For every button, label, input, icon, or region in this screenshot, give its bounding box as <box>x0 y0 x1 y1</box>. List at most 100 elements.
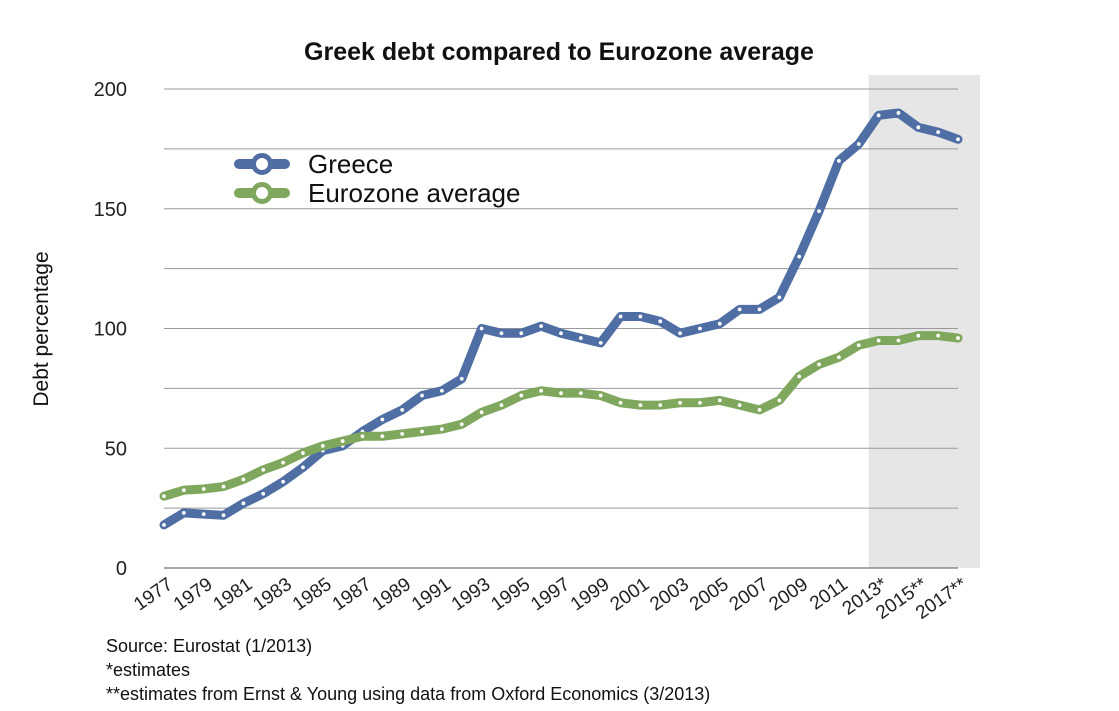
x-tick-label: 2009 <box>765 574 812 615</box>
data-point-greece <box>380 417 385 422</box>
x-tick-label: 2001 <box>607 574 654 615</box>
data-point-greece <box>797 254 802 259</box>
estimates-note: *estimates <box>106 660 191 680</box>
x-tick-label: 1999 <box>567 574 614 615</box>
data-point-eurozone <box>459 422 464 427</box>
data-point-eurozone <box>400 431 405 436</box>
x-tick-label: 2003 <box>646 574 693 615</box>
x-tick-label: 1983 <box>249 574 296 615</box>
y-tick-label: 100 <box>94 319 127 341</box>
x-tick-label: 2005 <box>686 574 733 615</box>
x-tick-label: 1989 <box>368 574 415 615</box>
data-point-greece <box>459 376 464 381</box>
data-point-eurozone <box>320 443 325 448</box>
data-point-greece <box>956 137 960 142</box>
data-point-greece <box>658 319 663 324</box>
data-point-greece <box>618 314 623 319</box>
data-point-eurozone <box>737 403 742 408</box>
y-tick-label: 200 <box>94 79 127 101</box>
data-point-greece <box>837 158 841 163</box>
data-point-greece <box>201 512 206 517</box>
x-tick-label: 1985 <box>289 574 336 615</box>
data-point-eurozone <box>896 338 901 343</box>
x-tick-label: 1993 <box>448 574 495 615</box>
data-point-greece <box>281 479 285 484</box>
data-point-greece <box>440 388 444 393</box>
y-tick-label: 50 <box>105 438 127 460</box>
data-point-eurozone <box>578 391 583 396</box>
chart-notes: Source: Eurostat (1/2013) *estimates **e… <box>106 634 710 706</box>
data-point-greece <box>856 142 861 146</box>
legend-greece-marker <box>251 153 273 175</box>
legend-item-eurozone: Eurozone average <box>234 178 520 208</box>
data-point-eurozone <box>440 427 444 431</box>
data-point-eurozone <box>479 410 484 415</box>
data-point-greece <box>876 113 881 118</box>
data-point-eurozone <box>301 451 305 455</box>
data-point-eurozone <box>221 484 226 489</box>
source-note: Source: Eurostat (1/2013) <box>106 636 313 656</box>
data-point-eurozone <box>717 398 722 403</box>
debt-chart: 0 50 100 150 200 197719791981198319851987198… <box>30 38 980 624</box>
data-point-eurozone <box>698 400 702 405</box>
chart-title: Greek debt compared to Eurozone average <box>304 38 814 66</box>
data-point-greece <box>559 331 563 336</box>
data-point-eurozone <box>916 333 921 338</box>
x-tick-label: 1977 <box>130 574 177 615</box>
data-point-greece <box>519 331 524 336</box>
x-tick-label: 1991 <box>408 574 455 615</box>
data-point-eurozone <box>956 336 960 340</box>
series-lines <box>159 108 963 530</box>
data-point-greece <box>221 513 226 518</box>
data-point-greece <box>301 465 305 470</box>
legend-item-greece: Greece <box>234 149 393 179</box>
data-point-greece <box>757 307 762 312</box>
legend-eurozone-marker <box>251 182 273 204</box>
data-point-greece <box>162 522 166 527</box>
x-tick-label: 1979 <box>170 574 217 615</box>
data-point-greece <box>817 209 821 214</box>
x-tick-label: 1995 <box>487 574 534 615</box>
data-point-eurozone <box>638 403 643 408</box>
x-tick-label: 2007 <box>726 574 773 615</box>
y-tick-labels: 0 50 100 150 200 <box>94 79 127 580</box>
data-point-eurozone <box>181 488 186 493</box>
data-point-greece <box>717 321 722 326</box>
x-tick-labels: 1977197919811983198519871989199119931995… <box>130 574 971 624</box>
series-line-eurozone <box>159 331 963 501</box>
data-point-eurozone <box>837 355 841 360</box>
legend-label-greece: Greece <box>308 149 393 179</box>
data-point-eurozone <box>519 393 524 398</box>
data-point-eurozone <box>241 477 246 482</box>
data-point-greece <box>261 491 266 496</box>
data-point-eurozone <box>420 429 424 434</box>
data-point-greece <box>777 295 782 300</box>
gridlines <box>164 88 958 569</box>
x-tick-label: 1981 <box>210 574 257 615</box>
data-point-eurozone <box>678 400 682 405</box>
data-point-eurozone <box>757 408 762 412</box>
data-point-eurozone <box>658 403 663 408</box>
data-point-eurozone <box>876 338 881 343</box>
data-point-eurozone <box>817 362 821 367</box>
data-point-eurozone <box>162 494 166 499</box>
y-axis-label: Debt percentage <box>30 251 53 406</box>
data-point-greece <box>420 393 424 398</box>
data-point-greece <box>539 324 544 329</box>
data-point-eurozone <box>201 487 206 491</box>
legend-label-eurozone: Eurozone average <box>308 178 520 208</box>
data-point-eurozone <box>380 434 385 439</box>
data-point-greece <box>241 501 246 506</box>
data-point-greece <box>181 511 186 515</box>
data-point-eurozone <box>618 400 623 405</box>
estimate-shaded-region <box>868 75 980 568</box>
x-tick-label: 1987 <box>329 574 376 615</box>
data-point-greece <box>598 340 603 345</box>
data-point-eurozone <box>777 398 782 403</box>
data-point-eurozone <box>559 391 563 396</box>
data-point-greece <box>678 331 682 336</box>
data-point-greece <box>479 326 484 331</box>
data-point-greece <box>936 130 941 135</box>
data-point-greece <box>896 111 901 115</box>
data-point-greece <box>698 326 702 331</box>
